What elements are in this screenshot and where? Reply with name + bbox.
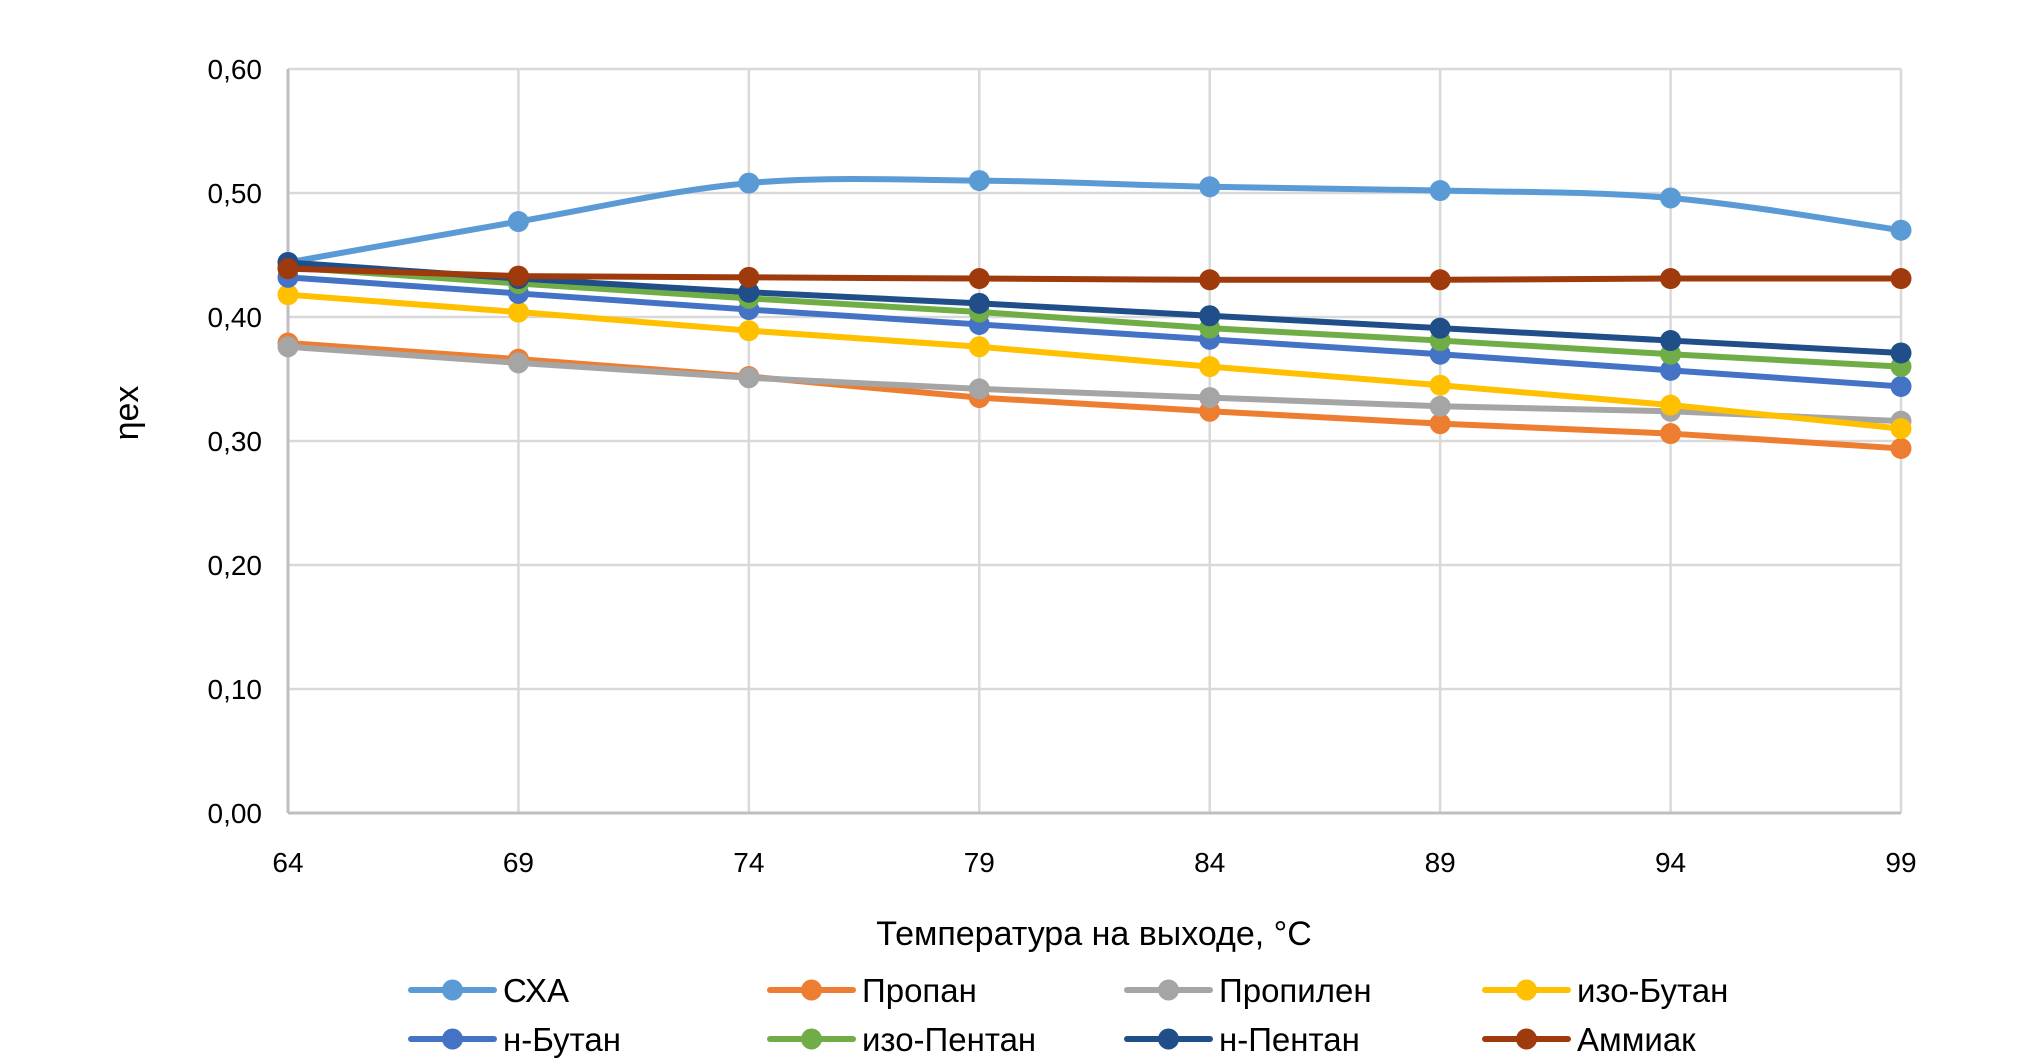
legend-item: н-Пентан	[1124, 1021, 1360, 1058]
x-tick-label: 89	[1425, 847, 1456, 878]
axes	[286, 69, 1901, 815]
data-point	[1660, 330, 1682, 352]
x-tick-label: 84	[1194, 847, 1225, 878]
legend-point-marker	[1516, 979, 1537, 1001]
data-point	[1660, 187, 1682, 209]
y-axis-title: ηex	[108, 386, 146, 441]
legend-label: н-Пентан	[1219, 1021, 1360, 1058]
data-point	[507, 301, 529, 323]
legend-item: н-Бутан	[408, 1021, 621, 1058]
series-line	[285, 259, 1904, 356]
series-line	[285, 343, 1904, 425]
legend-item: изо-Бутан	[1482, 972, 1728, 1009]
legend-point-marker	[1158, 979, 1179, 1001]
data-point	[1890, 219, 1912, 241]
data-point	[1199, 176, 1221, 198]
series-line	[285, 265, 1904, 283]
legend-point-marker	[1158, 1028, 1179, 1050]
data-point	[738, 266, 760, 288]
legend-label: изо-Пентан	[862, 1021, 1036, 1058]
data-point	[968, 292, 990, 314]
data-point	[507, 352, 529, 374]
series-line	[285, 176, 1904, 266]
data-point	[1660, 423, 1682, 445]
data-point	[1890, 342, 1912, 364]
legend-item: Пропилен	[1124, 972, 1372, 1009]
data-point	[1199, 305, 1221, 327]
data-point	[1660, 359, 1682, 381]
data-point	[1429, 269, 1451, 291]
y-tick-label: 0,60	[208, 54, 263, 85]
legend-item: Пропан	[767, 972, 977, 1009]
data-point	[1429, 395, 1451, 417]
series-line	[285, 291, 1904, 432]
legend-label: Аммиак	[1577, 1021, 1696, 1058]
data-point	[1429, 413, 1451, 435]
legend-item: изо-Пентан	[767, 1021, 1036, 1058]
data-point	[507, 211, 529, 233]
data-point	[1429, 180, 1451, 202]
data-point	[1890, 375, 1912, 397]
data-point	[738, 367, 760, 389]
legend-label: Пропилен	[1219, 972, 1372, 1009]
x-axis-title: Температура на выходе, °C	[876, 915, 1312, 953]
data-point	[1660, 268, 1682, 290]
x-tick-label: 74	[733, 847, 764, 878]
series-4	[277, 284, 1912, 440]
legend-item: Аммиак	[1482, 1021, 1696, 1058]
data-point	[1890, 418, 1912, 440]
legend-point-marker	[442, 1028, 463, 1050]
legend: СХА Пропан Пропилен изо-Бутан н-Бутан изо-Пен…	[408, 972, 1728, 1058]
legend-point-marker	[801, 979, 822, 1001]
data-point	[1199, 269, 1221, 291]
series-8	[277, 258, 1912, 291]
x-tick-labels: 64 69 74 79 84 89 94 99	[272, 847, 1916, 878]
data-point	[1429, 374, 1451, 396]
data-point	[1660, 394, 1682, 416]
x-tick-label: 94	[1655, 847, 1686, 878]
x-tick-label: 69	[503, 847, 534, 878]
legend-point-marker	[442, 979, 463, 1001]
y-tick-label: 0,10	[208, 674, 263, 705]
series-group	[277, 170, 1912, 459]
data-point	[738, 320, 760, 342]
data-point	[968, 336, 990, 358]
legend-item: СХА	[408, 972, 569, 1009]
legend-label: изо-Бутан	[1577, 972, 1728, 1009]
y-tick-label: 0,50	[208, 178, 263, 209]
legend-label: Пропан	[862, 972, 977, 1009]
y-tick-label: 0,30	[208, 426, 263, 457]
y-tick-labels: 0,00 0,10 0,20 0,30 0,40 0,50 0,60	[208, 54, 263, 829]
x-tick-label: 79	[964, 847, 995, 878]
data-point	[968, 378, 990, 400]
data-point	[1890, 268, 1912, 290]
data-point	[277, 284, 299, 306]
y-tick-label: 0,00	[208, 798, 263, 829]
y-tick-label: 0,40	[208, 302, 263, 333]
legend-label: н-Бутан	[503, 1021, 621, 1058]
series-line	[285, 340, 1904, 452]
legend-label: СХА	[503, 972, 569, 1009]
legend-point-marker	[801, 1028, 822, 1050]
data-point	[738, 172, 760, 194]
data-point	[507, 265, 529, 287]
x-tick-label: 64	[272, 847, 303, 878]
series-line	[285, 264, 1904, 370]
data-point	[1890, 437, 1912, 459]
y-tick-label: 0,20	[208, 550, 263, 581]
data-point	[1429, 317, 1451, 339]
data-point	[1199, 356, 1221, 378]
data-point	[1199, 387, 1221, 409]
series-line	[285, 274, 1904, 390]
data-point	[277, 258, 299, 280]
data-point	[968, 170, 990, 192]
x-tick-label: 99	[1885, 847, 1916, 878]
data-point	[738, 281, 760, 303]
series-1	[277, 170, 1912, 273]
data-point	[968, 268, 990, 290]
legend-point-marker	[1516, 1028, 1537, 1050]
data-point	[277, 336, 299, 358]
